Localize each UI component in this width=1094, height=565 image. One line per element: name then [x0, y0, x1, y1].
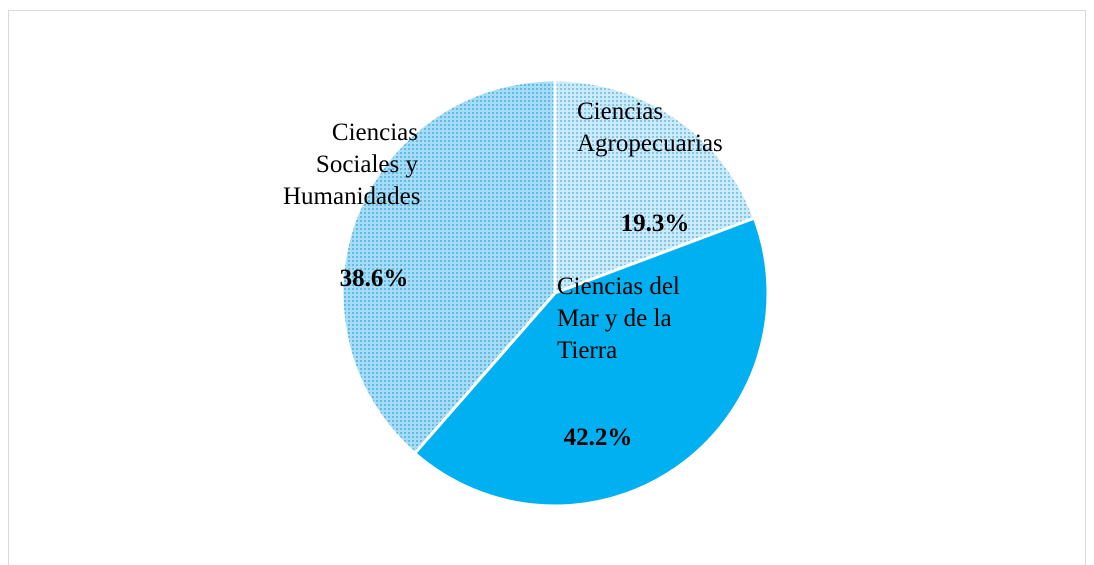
pie-slice — [340, 78, 557, 455]
slice-label: Ciencias del Mar y de la Tierra — [557, 273, 680, 364]
slice-label: Ciencias Sociales y Humanidades — [283, 119, 421, 210]
value-label: 42.2% — [563, 424, 633, 451]
pie-slice — [553, 78, 756, 295]
pie-slice — [413, 216, 770, 508]
value-label: 38.6% — [339, 265, 409, 292]
slice-label: Ciencias Agropecuarias — [577, 98, 723, 157]
chart-frame — [8, 10, 1086, 565]
value-label: 19.3% — [620, 210, 690, 237]
